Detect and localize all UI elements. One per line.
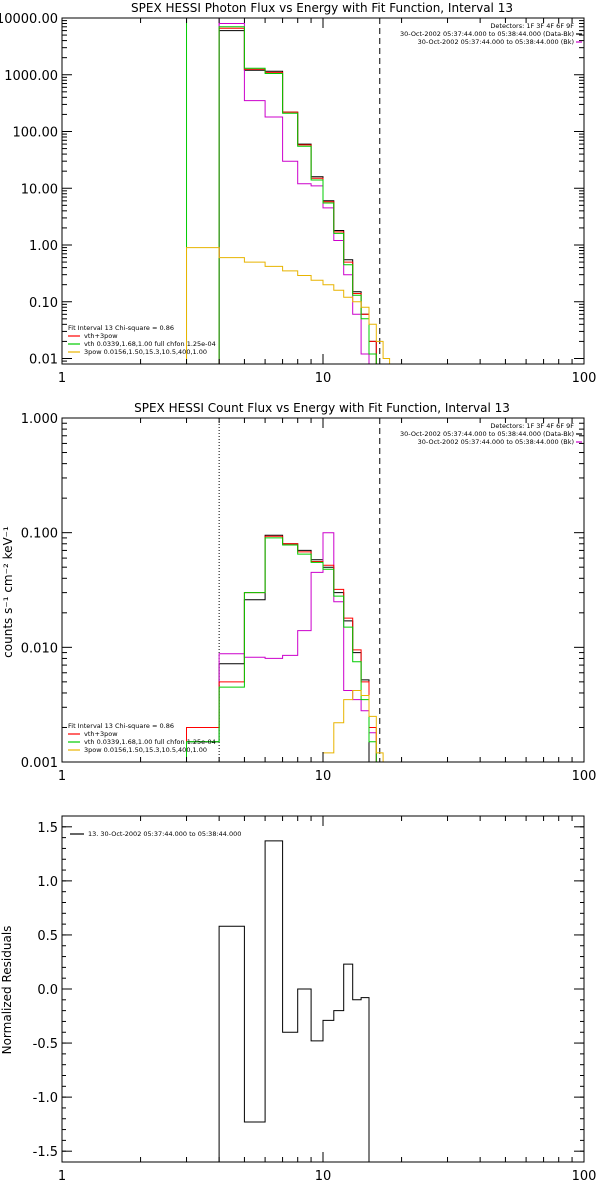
series-group [186,23,391,364]
series-group [186,532,384,762]
legend-right-text: Detectors: 1F 3F 4F 6F 9F [490,22,574,30]
y-tick-label: 1000.00 [4,69,58,84]
x-tick-label: 100 [572,769,597,784]
legend-right-text: 30-Oct-2002 05:37:44.000 to 05:38:44.000… [400,30,574,38]
legend-left-text: vth+3pow [84,730,118,738]
y-tick-label: 100.00 [13,126,59,141]
x-tick-label: 10 [315,1169,332,1184]
y-tick-label: 10000.00 [0,12,58,27]
series-4-histogram [218,26,377,364]
x-tick-label: 1 [58,371,66,386]
y-tick-label: 10.00 [21,182,58,197]
y-tick-label: 0.10 [29,296,58,311]
y-tick-label: 0.001 [21,756,58,771]
y-tick-label: 1.5 [37,821,58,836]
panel-2: 1 10 100 0.001 0.010 0.100 1.000 Detectors: 1F … [21,412,597,784]
series-5-histogram [322,690,384,762]
legend-left-text: 3pow 0.0156,1.50,15.3,10.5,400,1.00 [84,746,207,754]
y-tick-label: -1.0 [33,1091,58,1106]
y-tick-label: -0.5 [33,1037,58,1052]
legend-right-text: 30-Oct-2002 05:37:44.000 to 05:38:44.000… [418,38,574,46]
y-tick-label: -1.5 [33,1145,58,1160]
series-2-histogram [218,23,370,364]
x-tick-label: 10 [315,371,332,386]
x-tick-label: 10 [315,769,332,784]
legend-left-text: Fit Interval 13 Chi-square = 0.86 [68,324,174,332]
y-tick-label: 1.00 [29,239,58,254]
y-tick-label: 0.01 [29,353,58,368]
y-tick-label: 1.0 [37,875,58,890]
y-tick-label: 1.000 [21,412,58,427]
legend-left-text: 3pow 0.0156,1.50,15.3,10.5,400,1.00 [84,348,207,356]
y-tick-label: 0.5 [37,929,58,944]
y-tick-label: 0.0 [37,983,58,998]
residuals-ylabel: Normalized Residuals [0,926,14,1055]
series-5-histogram [186,247,391,364]
legend-text: 13. 30-Oct-2002 05:37:44.000 to 05:38:44… [88,830,241,838]
legend-right-text: Detectors: 1F 3F 4F 6F 9F [490,422,574,430]
series-group [218,840,370,1162]
legend-left-text: vth 0.0339,1.68,1.00 full chfon 1.25e-04 [84,340,216,348]
count-flux-ylabel: counts s⁻¹ cm⁻² keV⁻¹ [1,526,15,658]
legend-right-text: 30-Oct-2002 05:37:44.000 to 05:38:44.000… [418,438,574,446]
panel-1: 1 10 100 0.01 0.10 1.00 10.00 100.00 1000.00 1000… [0,12,596,386]
panel-3: 1 10 100 -1.5 -1.0 -0.5 0.0 0.5 1.0 1.5 13. 30-Oct… [33,815,597,1184]
x-tick-label: 1 [58,1169,66,1184]
legend-left-text: Fit Interval 13 Chi-square = 0.86 [68,722,174,730]
series-1-histogram [218,840,370,1162]
photon-flux-title: SPEX HESSI Photon Flux vs Energy with Fi… [131,1,513,15]
legend-left-text: vth 0.0339,1.68,1.00 full chfon 1.25e-04 [84,738,216,746]
series-4-histogram [186,537,377,762]
legend-right-text: 30-Oct-2002 05:37:44.000 to 05:38:44.000… [400,430,574,438]
legend-left-text: vth+3pow [84,332,118,340]
y-tick-label: 0.010 [21,641,58,656]
x-tick-label: 100 [572,371,597,386]
y-tick-label: 0.100 [21,527,58,542]
x-tick-label: 1 [58,769,66,784]
count-flux-title: SPEX HESSI Count Flux vs Energy with Fit… [134,401,510,415]
x-tick-label: 100 [572,1169,597,1184]
